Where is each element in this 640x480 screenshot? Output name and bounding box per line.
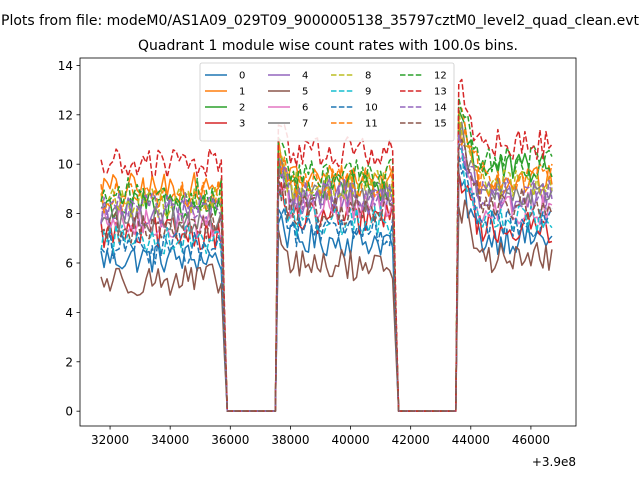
x-axis-offset-label: +3.9e8	[532, 455, 576, 469]
legend-label-8: 8	[365, 71, 371, 82]
legend-label-11: 11	[365, 119, 378, 130]
series-line-12	[100, 97, 553, 412]
legend-label-3: 3	[239, 119, 245, 130]
legend-box	[199, 62, 455, 142]
legend-label-1: 1	[239, 87, 245, 98]
legend-label-5: 5	[302, 87, 308, 98]
y-tick-label: 4	[65, 306, 73, 320]
legend-label-10: 10	[365, 103, 378, 114]
x-tick-label: 38000	[271, 433, 309, 447]
legend-label-9: 9	[365, 87, 371, 98]
legend-label-0: 0	[239, 71, 245, 82]
series-line-10	[100, 153, 553, 412]
y-tick-label: 2	[65, 355, 73, 369]
x-tick-label: 40000	[331, 433, 369, 447]
legend-label-6: 6	[302, 103, 308, 114]
legend-label-4: 4	[302, 71, 308, 82]
figure-suptitle: Plots from file: modeM0/AS1A09_029T09_90…	[1, 13, 639, 29]
series-line-8	[100, 108, 553, 412]
series-layer	[100, 78, 553, 412]
x-tick-label: 44000	[452, 433, 490, 447]
x-tick-label: 32000	[91, 433, 129, 447]
series-line-5	[100, 199, 553, 412]
legend-label-7: 7	[302, 119, 308, 130]
axes-frame	[79, 57, 577, 427]
x-tick-label: 42000	[392, 433, 430, 447]
legend-label-13: 13	[434, 87, 447, 98]
series-line-13	[100, 78, 553, 412]
x-tick-label: 34000	[151, 433, 189, 447]
y-tick-label: 14	[58, 59, 73, 73]
legend-label-2: 2	[239, 103, 245, 114]
series-line-9	[100, 143, 553, 412]
legend-label-14: 14	[434, 103, 447, 114]
y-tick-label: 8	[65, 207, 73, 221]
series-line-11	[100, 106, 553, 412]
x-tick-label: 36000	[211, 433, 249, 447]
y-axis: 0 2 4 6 8 10 12 14	[58, 59, 80, 419]
series-line-0	[100, 173, 553, 412]
y-tick-label: 10	[58, 158, 73, 172]
legend-label-12: 12	[434, 71, 447, 82]
x-tick-label: 46000	[512, 433, 550, 447]
y-tick-label: 6	[65, 256, 73, 270]
axes-border	[79, 57, 577, 427]
y-tick-label: 0	[65, 405, 73, 419]
chart-title: Quadrant 1 module wise count rates with …	[138, 38, 518, 54]
legend-label-15: 15	[434, 119, 447, 130]
series-line-15	[100, 138, 553, 412]
x-axis: 32000 34000 36000 38000 40000 42000 44000 46000	[91, 426, 550, 447]
y-tick-label: 12	[58, 108, 73, 122]
